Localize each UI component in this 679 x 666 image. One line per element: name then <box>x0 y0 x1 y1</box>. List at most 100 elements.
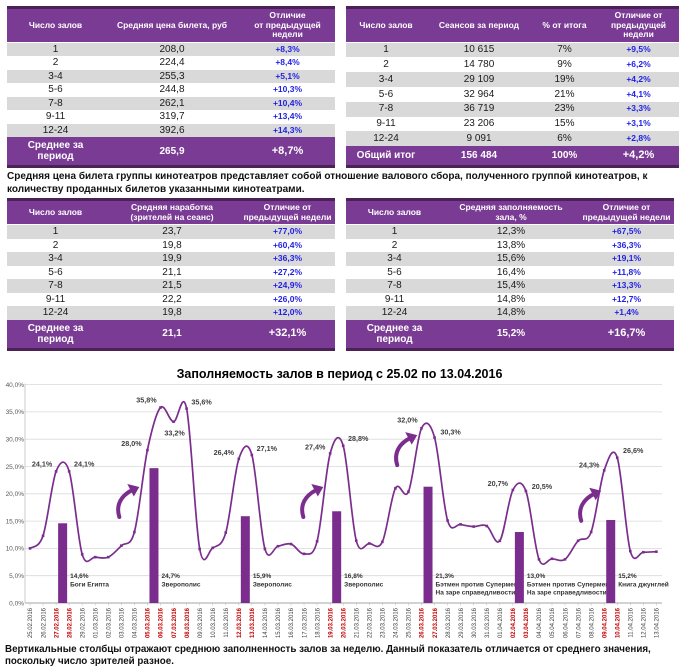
column-header: Средняя наработка (зрителей на сеанс) <box>104 198 240 225</box>
line-marker <box>524 489 528 492</box>
x-date-label: 07.03.2016 <box>172 607 178 638</box>
table-row: 3-4 19,9 +36,3% <box>7 252 335 266</box>
line-marker <box>576 538 580 542</box>
x-date-label: 15.03.2016 <box>276 607 282 638</box>
total-cell: 15,2% <box>443 319 579 351</box>
line-marker <box>420 426 423 430</box>
line-marker <box>54 469 58 473</box>
line-marker <box>276 544 280 548</box>
table-row: 1 208,0 +8,3% <box>7 42 335 56</box>
bar-movie-label: Бэтмен против Супермена: <box>436 581 524 588</box>
bar-percent-label: 15,9% <box>253 573 272 580</box>
arrow-shaft <box>394 435 413 467</box>
line-marker <box>28 546 32 550</box>
week-avg-bar <box>514 531 524 603</box>
total-cell: Общий итог <box>346 146 426 169</box>
line-marker <box>655 549 658 553</box>
bar-movie-label: Зверополис <box>344 581 383 588</box>
value-cell: 16,4% <box>496 266 526 278</box>
total-cell: Среднее за период <box>346 319 443 351</box>
table-row: 7-8 36 719 23% +3,3% <box>346 101 679 117</box>
value-cell: 23,7 <box>104 224 240 239</box>
table-row: 12-24 19,8 +12,0% <box>7 306 335 320</box>
line-marker <box>511 488 515 491</box>
point-value-label: 24,1% <box>32 459 53 468</box>
x-date-label: 19.03.2016 <box>328 607 334 638</box>
column-header: Средняя заполняемость зала, % <box>443 198 579 225</box>
x-date-label: 03.04.2016 <box>524 607 530 638</box>
line-marker <box>185 406 188 410</box>
value-cell: 15% <box>554 118 575 130</box>
line-marker <box>341 443 345 447</box>
week-avg-bar <box>58 522 68 603</box>
diff-cell: +4,1% <box>626 88 651 99</box>
column-header: Средняя цена билета, руб <box>104 6 240 43</box>
line-marker <box>263 547 267 550</box>
line-marker <box>289 542 293 545</box>
table-row: 1 12,3% +67,5% <box>346 224 674 239</box>
diff-cell: +8,3% <box>240 42 335 56</box>
arrow-head <box>405 431 418 445</box>
line-marker <box>120 543 123 547</box>
line-marker <box>602 468 606 472</box>
line-marker <box>172 419 175 423</box>
point-value-label: 28,0% <box>121 439 142 448</box>
arrow-head <box>311 483 324 496</box>
column-header: Отличие от предыдущей недели <box>240 6 335 43</box>
line-marker <box>485 524 489 527</box>
x-date-label: 21.03.2016 <box>354 607 360 638</box>
x-date-label: 29.03.2016 <box>459 607 465 638</box>
value-cell: 12-24 <box>346 306 443 320</box>
line-marker <box>328 451 332 455</box>
value-cell: 1 <box>7 42 104 56</box>
x-date-label: 09.04.2016 <box>602 607 608 638</box>
line-marker <box>615 455 619 459</box>
chart-title: Заполняемость залов в период с 25.02 по … <box>176 366 503 381</box>
value-cell: 23 206 <box>463 118 495 130</box>
bar-movie-label: На заре справедливости <box>436 589 516 596</box>
line-marker <box>159 405 162 409</box>
value-cell: 15,6% <box>443 252 579 266</box>
y-tick-label: 25,0% <box>6 463 25 470</box>
x-date-label: 26.03.2016 <box>420 607 426 638</box>
value-cell: 14,8% <box>443 306 579 320</box>
diff-cell: +12,7% <box>611 293 642 304</box>
occupancy-chart: 0,0% 5,0% 10,0% 15,0% 20,0% 25,0% 30,0% 35,0% 40… <box>6 381 669 638</box>
occupancy-table: Число залов Средняя заполняемость зала, %… <box>346 198 674 351</box>
column-header: Число залов <box>7 198 104 225</box>
arrow-head <box>127 483 140 496</box>
line-marker <box>107 555 110 558</box>
point-value-label: 26,4% <box>214 447 235 456</box>
avg-price-definition-note: Средняя цена билета группы кинотеатров п… <box>7 171 648 195</box>
value-cell: 5-6 <box>48 266 63 278</box>
diff-cell: +10,4% <box>240 96 335 110</box>
header-row: Число залов Средняя заполняемость зала, %… <box>346 198 674 225</box>
y-tick-label: 10,0% <box>6 545 25 552</box>
x-date-label: 27.03.2016 <box>433 607 439 638</box>
point-value-label: 33,2% <box>164 428 185 437</box>
x-date-label: 05.03.2016 <box>146 607 152 638</box>
value-cell: 19,8 <box>162 239 182 251</box>
week-avg-bar <box>423 486 433 603</box>
x-date-label: 04.04.2016 <box>537 607 543 638</box>
diff-cell: +13,3% <box>579 279 674 293</box>
table-row: 7-8 21,5 +24,9% <box>7 279 335 293</box>
point-value-label: 24,1% <box>74 459 95 468</box>
value-cell: 2 <box>52 57 59 68</box>
value-cell: 7-8 <box>346 279 443 293</box>
value-cell: 3-4 <box>346 72 426 87</box>
total-cell: Среднее за период <box>7 319 104 351</box>
value-cell: 9 091 <box>426 131 532 147</box>
value-cell: 9% <box>557 58 572 70</box>
value-cell: 12,3% <box>443 224 579 239</box>
header-row: Число залов Средняя цена билета, руб Отлич… <box>7 6 335 43</box>
value-cell: 224,4 <box>159 57 185 68</box>
value-cell: 22,2 <box>162 293 182 305</box>
value-cell: 15,4% <box>443 279 579 293</box>
value-cell: 19% <box>532 72 597 87</box>
column-header: Сеансов за период <box>426 6 532 43</box>
diff-cell: +36,3% <box>611 239 642 250</box>
table-row: 12-24 14,8% +1,4% <box>346 306 674 320</box>
diff-cell: +1,4% <box>579 306 674 320</box>
line-marker <box>498 538 502 542</box>
